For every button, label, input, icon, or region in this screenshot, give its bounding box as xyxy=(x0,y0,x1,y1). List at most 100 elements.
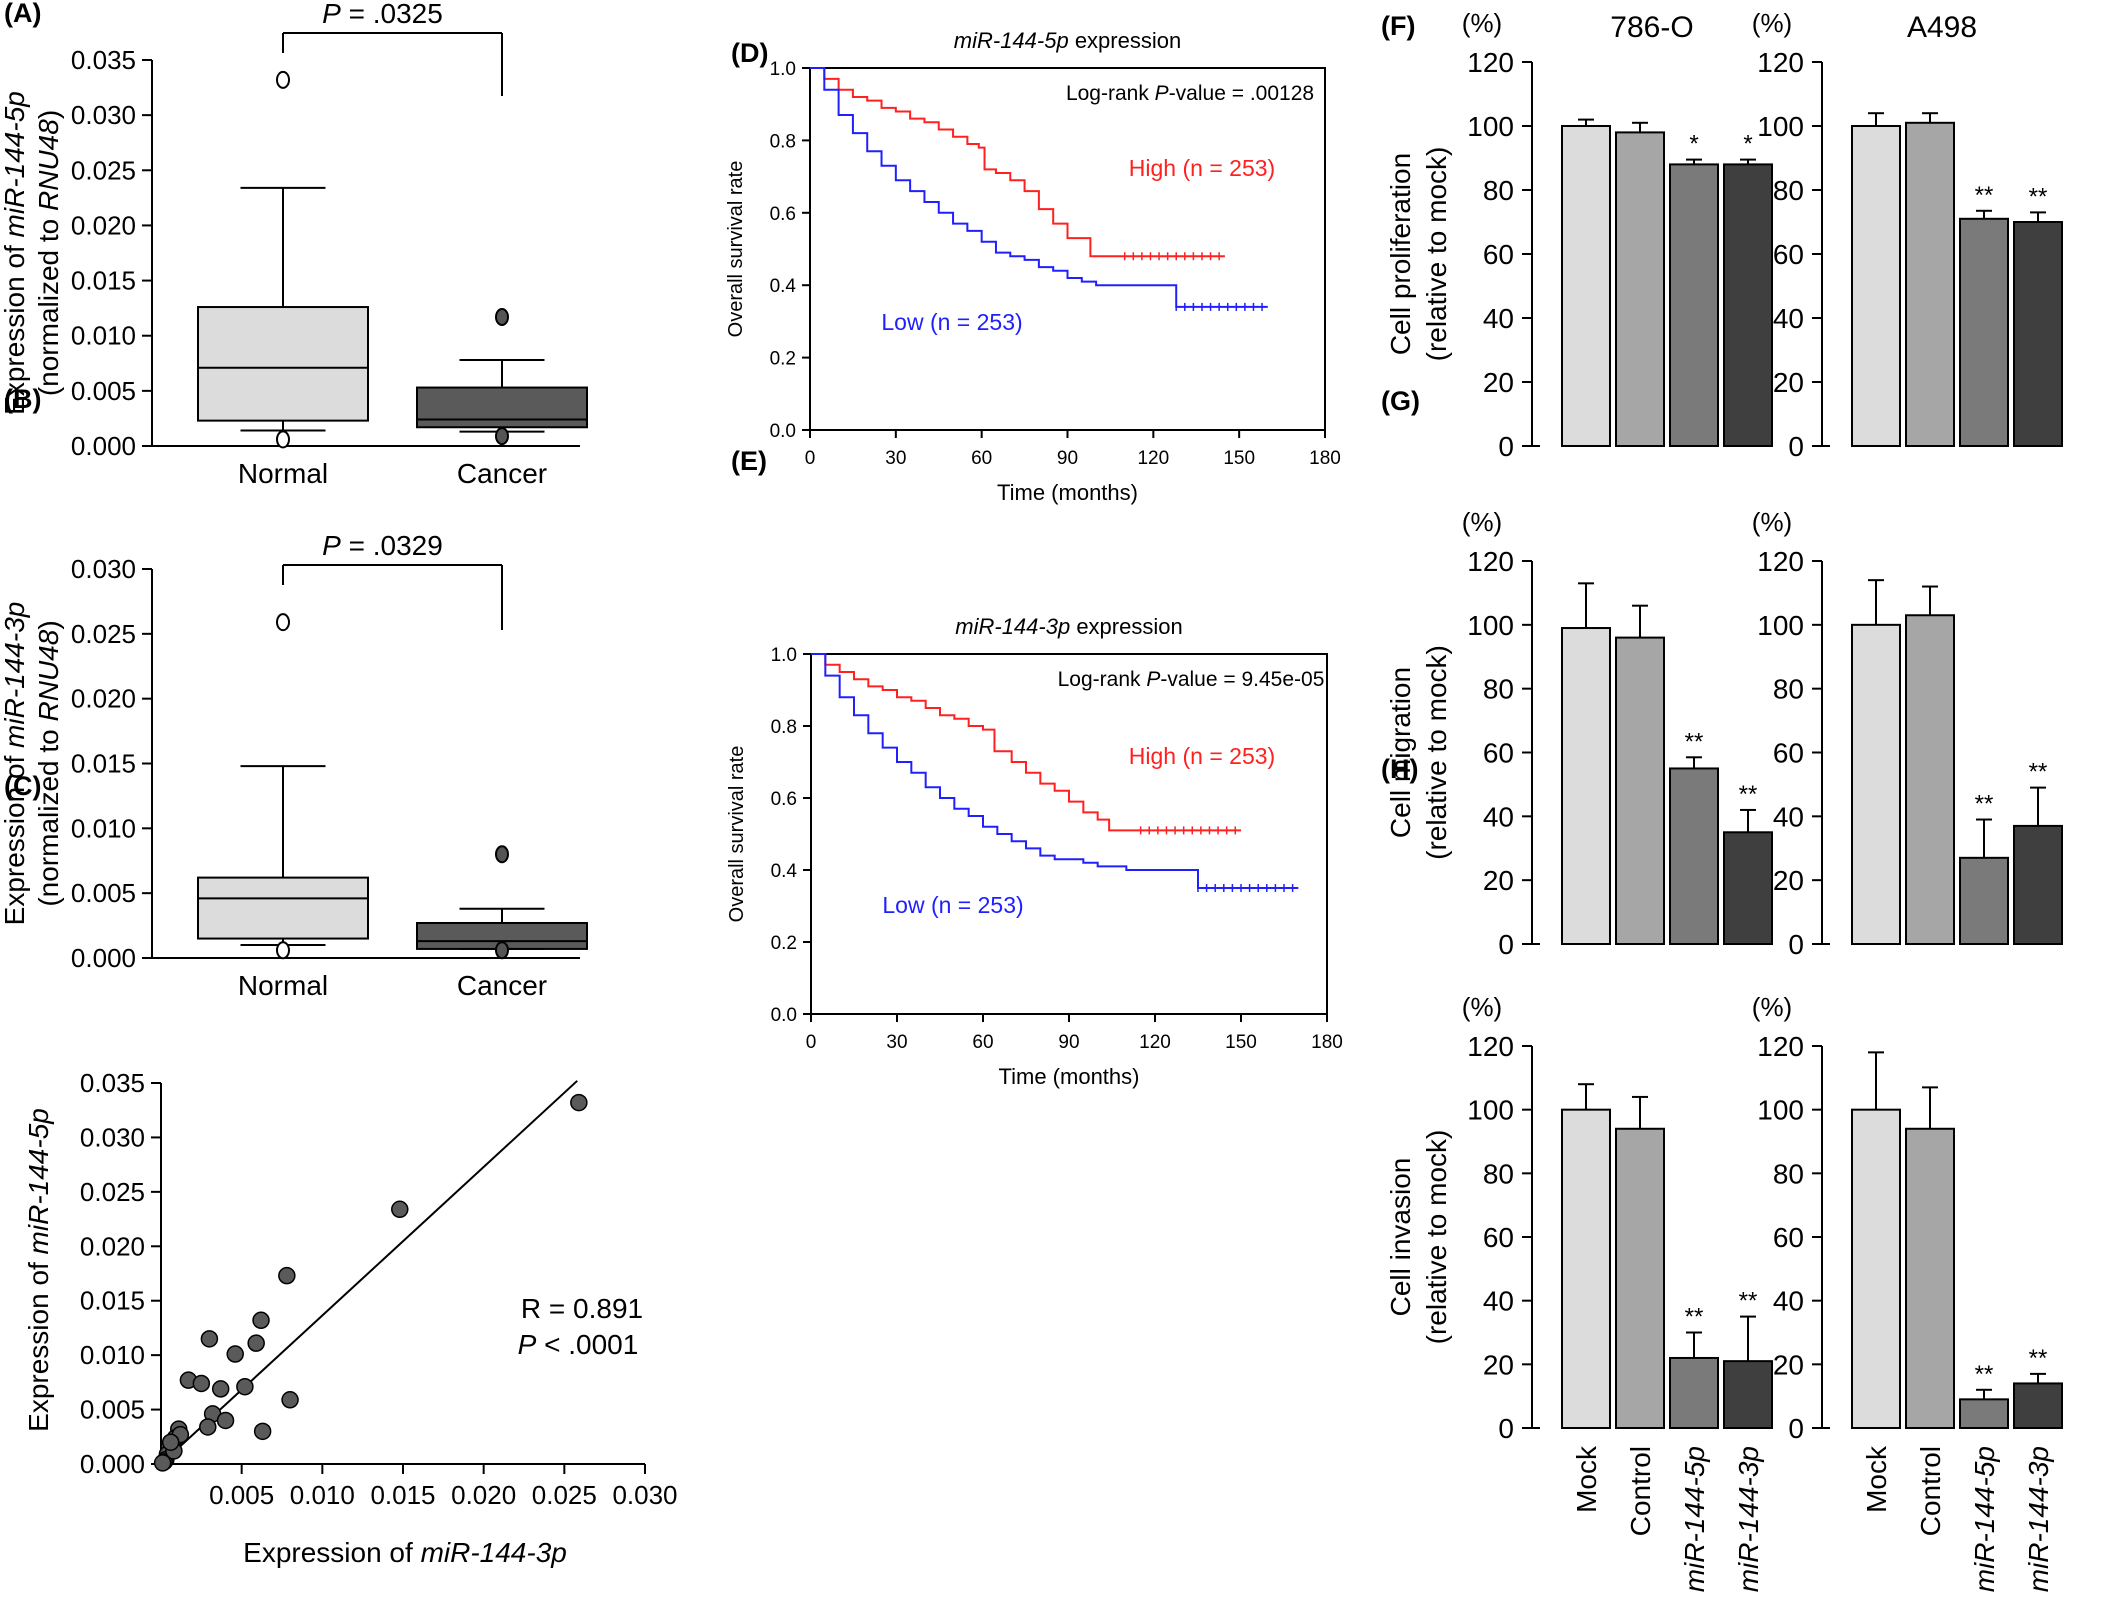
y-tick-label: 0.020 xyxy=(71,684,136,714)
x-axis-title: Expression of miR-144-3p xyxy=(243,1537,567,1568)
y-tick-label: 0.010 xyxy=(71,321,136,351)
x-tick-label: 0.030 xyxy=(612,1480,677,1510)
y-tick-label: 0.005 xyxy=(71,878,136,908)
p-value-label: P = .0325 xyxy=(322,0,443,29)
chart-title-part: expression xyxy=(1069,28,1182,53)
bar-mock xyxy=(1851,1108,1901,1429)
y-tick-label-part: 0.005 xyxy=(71,878,136,908)
scatter-point xyxy=(278,1266,296,1285)
outlier-point xyxy=(276,941,290,960)
y-tick-label-part: 120 xyxy=(1757,1031,1804,1062)
y-tick-label: 0 xyxy=(1788,929,1804,960)
panel-letter-a: (A) xyxy=(4,0,41,28)
x-tick-label-part: 120 xyxy=(1137,448,1169,469)
x-tick-label: 90 xyxy=(1058,1032,1079,1053)
panel-letter-h: (H) xyxy=(1381,754,1418,784)
logrank-pvalue-label: Log-rank P-value = 9.45e-05 xyxy=(1058,668,1325,691)
x-axis-title-part: miR-144-3p xyxy=(421,1537,567,1568)
logrank-pvalue-label: Log-rank P-value = .00128 xyxy=(1066,82,1314,105)
significance-stars: * xyxy=(1689,131,1698,158)
y-tick-label-part: 0.000 xyxy=(80,1449,145,1479)
y-tick-label: 80 xyxy=(1773,1158,1804,1189)
bar-mir-144-5p xyxy=(1669,163,1719,447)
x-category-label: Cancer xyxy=(457,970,547,1001)
y-axis-title: Expression of miR-144-5p xyxy=(23,1108,54,1432)
y-tick-label-part: 0.8 xyxy=(770,131,796,152)
chart-title-part: miR-144-3p xyxy=(955,614,1070,639)
y-tick-label-part: 1.0 xyxy=(771,645,797,666)
x-axis-title: Time (months) xyxy=(999,1064,1140,1089)
y-tick-label-part: 20 xyxy=(1483,367,1514,398)
logrank-pvalue-label-part: P xyxy=(1146,668,1160,691)
y-tick-label: 40 xyxy=(1773,303,1804,334)
y-tick-label: 80 xyxy=(1483,1158,1514,1189)
y-axis-subtitle-part: (normalized to xyxy=(33,211,64,396)
x-tick-label-part: 0.005 xyxy=(209,1480,274,1510)
bar-mir-144-3p xyxy=(2013,221,2063,447)
y-tick-label-part: 0.010 xyxy=(80,1340,145,1370)
cell-line-title: A498 xyxy=(1907,11,1977,44)
y-tick-label-part: 80 xyxy=(1483,1158,1514,1189)
y-tick-label: 40 xyxy=(1773,1286,1804,1317)
panel-letter-g-part: (G) xyxy=(1381,386,1420,416)
significance-stars-part: ** xyxy=(1975,182,1994,209)
y-tick-label-part: 0.020 xyxy=(71,684,136,714)
y-axis-title: Expression of miR-144-3p xyxy=(0,602,30,926)
significance-stars-part: ** xyxy=(1975,1361,1994,1388)
unit-label-part: (%) xyxy=(1462,507,1502,537)
x-tick-label: 0.020 xyxy=(451,1480,516,1510)
significance-stars-part: ** xyxy=(1975,791,1994,818)
y-tick-label: 80 xyxy=(1773,674,1804,705)
cell-line-title: 786-O xyxy=(1610,11,1693,44)
unit-label-part: (%) xyxy=(1462,8,1502,38)
outlier-point xyxy=(276,70,290,89)
scatter-point xyxy=(153,1454,172,1472)
y-axis-title-part: Cell proliferation xyxy=(1385,153,1416,355)
y-tick-label-part: 120 xyxy=(1467,1031,1514,1062)
y-tick-label: 60 xyxy=(1483,738,1514,769)
panel-letter-b: (B) xyxy=(4,384,41,414)
y-tick-label-part: 60 xyxy=(1773,1222,1804,1253)
panel-g-bars-2: 0 20 40 60 80 100 120 (%) ** ** xyxy=(1752,507,2063,960)
correlation-r-label-part: R = 0.891 xyxy=(521,1293,643,1324)
y-axis-subtitle: (relative to mock) xyxy=(1421,645,1452,860)
y-tick-label-part: 80 xyxy=(1773,175,1804,206)
y-tick-label: 100 xyxy=(1757,1095,1804,1126)
y-tick-label: 100 xyxy=(1467,111,1514,142)
scatter-point xyxy=(570,1093,588,1112)
y-tick-label-part: 40 xyxy=(1773,303,1804,334)
significance-stars: ** xyxy=(1739,781,1758,808)
significance-stars: ** xyxy=(1739,1288,1758,1315)
y-tick-label-part: 60 xyxy=(1773,738,1804,769)
y-tick-label: 40 xyxy=(1483,1286,1514,1317)
chart-title: miR-144-3p expression xyxy=(955,614,1182,639)
y-axis-subtitle: (normalized to RNU48) xyxy=(33,620,64,906)
correlation-p-label-part: P xyxy=(518,1329,537,1360)
scatter-point xyxy=(252,1311,270,1330)
panel-letter-g: (G) xyxy=(1381,386,1420,416)
significance-stars: ** xyxy=(1975,1361,1994,1388)
x-category-label: Control xyxy=(1915,1446,1946,1536)
y-tick-label-part: 40 xyxy=(1773,1286,1804,1317)
correlation-p-label-part: < .0001 xyxy=(536,1329,638,1360)
y-axis-title-part: miR-144-5p xyxy=(0,91,30,237)
y-axis-title: Cell invasion xyxy=(1385,1158,1416,1317)
x-tick-label-part: 120 xyxy=(1139,1032,1171,1053)
y-tick-label: 20 xyxy=(1773,865,1804,896)
x-category-label-part: Control xyxy=(1625,1446,1656,1536)
y-tick-label-part: 0.020 xyxy=(80,1231,145,1261)
significance-stars-part: ** xyxy=(1739,781,1758,808)
y-tick-label-part: 100 xyxy=(1757,1095,1804,1126)
scatter-point xyxy=(211,1380,230,1398)
x-tick-label: 0 xyxy=(805,448,816,469)
unit-label: (%) xyxy=(1752,8,1792,38)
y-tick-label-part: 0 xyxy=(1788,1413,1804,1444)
outlier-point xyxy=(495,941,509,960)
y-tick-label-part: 0.030 xyxy=(80,1122,145,1152)
p-value-label-part: = .0329 xyxy=(341,530,443,561)
y-tick-label: 100 xyxy=(1757,610,1804,641)
y-tick-label-part: 0.005 xyxy=(71,376,136,406)
y-tick-label-part: 0.2 xyxy=(770,349,796,370)
y-axis-subtitle-part: RNU48 xyxy=(33,119,64,211)
significance-stars: ** xyxy=(2029,183,2048,210)
